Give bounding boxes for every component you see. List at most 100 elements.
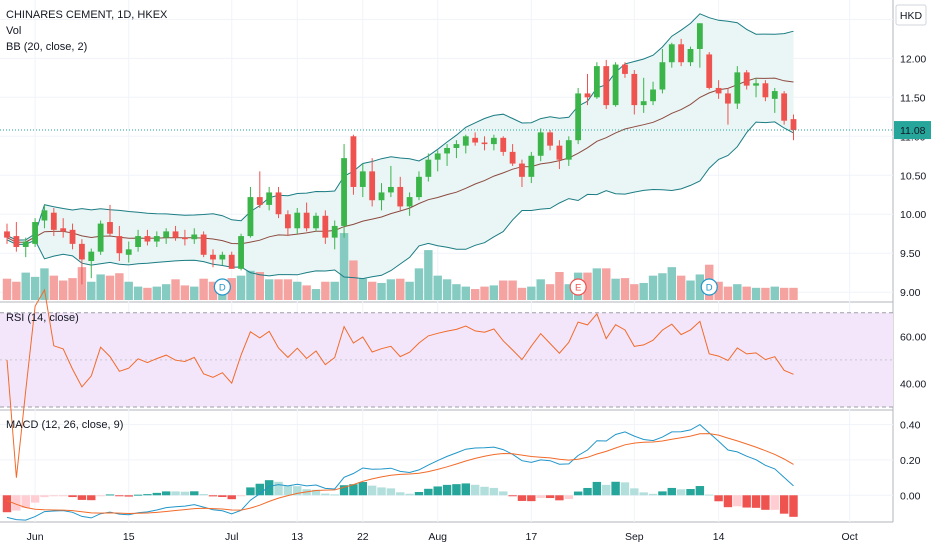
candle-body[interactable] bbox=[322, 215, 329, 238]
macd-histogram-bar[interactable] bbox=[12, 495, 21, 511]
volume-bar[interactable] bbox=[405, 281, 414, 300]
volume-bar[interactable] bbox=[517, 287, 527, 300]
candle-body[interactable] bbox=[575, 93, 582, 141]
volume-bar[interactable] bbox=[386, 279, 396, 300]
candle-body[interactable] bbox=[60, 228, 67, 232]
macd-histogram-bar[interactable] bbox=[405, 493, 414, 496]
candle-body[interactable] bbox=[210, 254, 216, 260]
macd-histogram-bar[interactable] bbox=[508, 495, 517, 497]
candle-body[interactable] bbox=[369, 171, 376, 201]
volume-bar[interactable] bbox=[124, 281, 133, 300]
candle-body[interactable] bbox=[163, 231, 170, 238]
macd-histogram-bar[interactable] bbox=[723, 495, 733, 508]
candle-body[interactable] bbox=[181, 237, 188, 240]
macd-histogram-bar[interactable] bbox=[358, 482, 368, 496]
volume-bar[interactable] bbox=[667, 267, 676, 300]
candle-body[interactable] bbox=[528, 155, 535, 177]
macd-histogram-bar[interactable] bbox=[161, 491, 171, 496]
macd-histogram-bar[interactable] bbox=[620, 482, 630, 496]
candle-body[interactable] bbox=[453, 144, 460, 148]
volume-bar[interactable] bbox=[789, 287, 798, 300]
candle-body[interactable] bbox=[434, 153, 441, 160]
candle-body[interactable] bbox=[200, 234, 207, 255]
candle-body[interactable] bbox=[771, 91, 778, 99]
macd-histogram-bar[interactable] bbox=[246, 487, 255, 496]
macd-histogram-bar[interactable] bbox=[695, 486, 705, 496]
candle-body[interactable] bbox=[275, 192, 282, 215]
candle-body[interactable] bbox=[416, 176, 422, 198]
candle-body[interactable] bbox=[425, 159, 432, 177]
macd-histogram-bar[interactable] bbox=[489, 487, 499, 496]
macd-histogram-bar[interactable] bbox=[433, 486, 442, 496]
volume-bar[interactable] bbox=[30, 276, 40, 300]
volume-bar[interactable] bbox=[367, 281, 377, 300]
macd-histogram-bar[interactable] bbox=[30, 495, 40, 503]
macd-histogram-bar[interactable] bbox=[789, 495, 798, 517]
candle-body[interactable] bbox=[519, 163, 525, 177]
candle-body[interactable] bbox=[32, 222, 38, 244]
macd-histogram-bar[interactable] bbox=[283, 485, 293, 496]
candle-body[interactable] bbox=[444, 147, 450, 154]
volume-bar[interactable] bbox=[96, 274, 105, 300]
volume-bar[interactable] bbox=[611, 278, 620, 300]
volume-bar[interactable] bbox=[302, 285, 311, 300]
candle-body[interactable] bbox=[481, 142, 488, 145]
volume-bar[interactable] bbox=[377, 282, 386, 300]
macd-histogram-bar[interactable] bbox=[452, 484, 461, 496]
candle-body[interactable] bbox=[462, 136, 469, 146]
candle-body[interactable] bbox=[500, 137, 507, 152]
last-price-tag[interactable] bbox=[894, 121, 931, 140]
macd-histogram-bar[interactable] bbox=[199, 494, 208, 496]
candle-body[interactable] bbox=[125, 249, 132, 255]
macd-histogram-bar[interactable] bbox=[480, 486, 489, 496]
candle-body[interactable] bbox=[135, 236, 141, 247]
macd-histogram-bar[interactable] bbox=[180, 491, 190, 496]
macd-histogram-bar[interactable] bbox=[564, 495, 573, 500]
candle-body[interactable] bbox=[725, 93, 731, 104]
macd-histogram-bar[interactable] bbox=[714, 495, 723, 502]
volume-bar[interactable] bbox=[246, 270, 255, 300]
candle-body[interactable] bbox=[88, 251, 95, 262]
candle-body[interactable] bbox=[678, 44, 685, 63]
macd-histogram-bar[interactable] bbox=[667, 487, 676, 496]
volume-bar[interactable] bbox=[105, 275, 115, 300]
macd-histogram-bar[interactable] bbox=[133, 494, 143, 496]
macd-histogram-bar[interactable] bbox=[611, 481, 620, 496]
volume-bar[interactable] bbox=[349, 260, 358, 300]
macd-histogram-bar[interactable] bbox=[227, 495, 236, 500]
rsi-line[interactable] bbox=[6, 288, 794, 478]
macd-histogram-bar[interactable] bbox=[49, 495, 59, 497]
macd-histogram-bar[interactable] bbox=[367, 485, 377, 496]
macd-histogram-bar[interactable] bbox=[602, 484, 611, 496]
volume-bar[interactable] bbox=[236, 275, 246, 300]
dividend-marker[interactable] bbox=[213, 278, 231, 296]
candle-body[interactable] bbox=[247, 197, 254, 237]
candle-body[interactable] bbox=[50, 212, 57, 230]
candle-body[interactable] bbox=[603, 66, 610, 106]
candle-body[interactable] bbox=[640, 101, 647, 106]
candle-body[interactable] bbox=[107, 222, 113, 234]
candle-body[interactable] bbox=[341, 158, 347, 226]
macd-histogram-bar[interactable] bbox=[396, 492, 405, 496]
candle-body[interactable] bbox=[4, 231, 10, 238]
macd-histogram-bar[interactable] bbox=[676, 489, 686, 496]
volume-bar[interactable] bbox=[686, 280, 695, 300]
macd-histogram-bar[interactable] bbox=[68, 495, 77, 498]
candle-body[interactable] bbox=[22, 241, 29, 247]
volume-bar[interactable] bbox=[40, 268, 49, 300]
macd-histogram-bar[interactable] bbox=[583, 487, 592, 496]
volume-bar[interactable] bbox=[742, 286, 751, 300]
volume-bar[interactable] bbox=[2, 278, 12, 300]
macd-histogram-bar[interactable] bbox=[208, 495, 218, 497]
candle-body[interactable] bbox=[753, 83, 759, 86]
candle-body[interactable] bbox=[378, 192, 385, 201]
volume-bar[interactable] bbox=[152, 286, 162, 300]
candle-body[interactable] bbox=[762, 83, 769, 98]
candle-body[interactable] bbox=[238, 236, 244, 269]
macd-histogram-bar[interactable] bbox=[686, 489, 695, 496]
candle-body[interactable] bbox=[659, 62, 666, 90]
candle-body[interactable] bbox=[116, 236, 123, 254]
volume-bar[interactable] bbox=[499, 280, 508, 300]
candle-body[interactable] bbox=[359, 171, 366, 187]
